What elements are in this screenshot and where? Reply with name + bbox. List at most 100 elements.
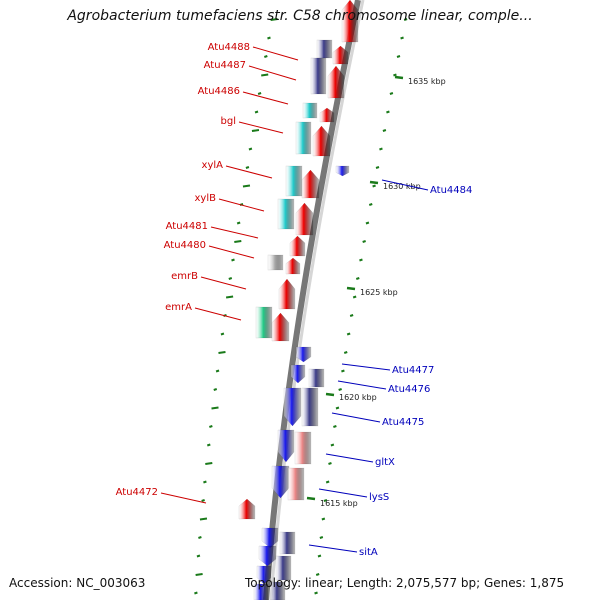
scale-tick [321, 517, 326, 521]
leader-line-bgl [238, 121, 284, 134]
scale-label: 1625 kbp [360, 288, 398, 297]
scale-tick [209, 425, 213, 428]
gene-forward-red [312, 125, 331, 157]
gene-box-navy [316, 39, 333, 59]
scale-label: 1630 kbp [383, 182, 421, 191]
gene-label-gltx[interactable]: gltX [375, 457, 395, 468]
scale-tick [314, 591, 318, 595]
gene-reverse-blue [283, 387, 302, 427]
scale-tick [198, 536, 202, 539]
gene-forward-red [332, 45, 349, 65]
scale-tick [359, 258, 363, 262]
scale-tick [343, 351, 348, 354]
scale-tick [325, 480, 330, 484]
gene-label-sita[interactable]: sitA [359, 547, 378, 558]
scale-tick [365, 221, 370, 225]
leader-line-atu4488 [252, 46, 299, 61]
genome-summary-text: Topology: linear; Length: 2,075,577 bp; … [245, 576, 565, 590]
scale-tick [323, 499, 328, 502]
scale-tick [206, 443, 211, 447]
gene-label-atu4480[interactable]: Atu4480 [164, 240, 206, 251]
leader-line-gltx [325, 453, 374, 463]
gene-box-navy [269, 581, 286, 600]
scale-tick [379, 147, 383, 151]
scale-tick [375, 166, 380, 169]
gene-label-emrb[interactable]: emrB [171, 271, 198, 282]
gene-label-atu4477[interactable]: Atu4477 [392, 365, 434, 376]
gene-label-atu4488[interactable]: Atu4488 [208, 42, 250, 53]
scale-tick [403, 18, 408, 21]
gene-label-xyla[interactable]: xylA [202, 160, 224, 171]
scale-tick [220, 332, 225, 336]
leader-line-atu4487 [248, 65, 297, 81]
gene-reverse-blue [261, 527, 279, 549]
gene-label-atu4487[interactable]: Atu4487 [204, 60, 246, 71]
scale-tick [368, 203, 373, 206]
scale-tick [382, 129, 387, 132]
leader-line-atu4475 [331, 412, 381, 423]
scale-tick [225, 295, 234, 299]
gene-box-blue [253, 583, 269, 600]
scale-tick [231, 258, 235, 262]
scale-tick [215, 369, 220, 373]
gene-label-emra[interactable]: emrA [165, 302, 192, 313]
scale-tick [349, 314, 354, 317]
leader-line-atu4486 [242, 91, 289, 105]
leader-line-emrb [200, 276, 247, 290]
gene-forward-red [238, 498, 256, 520]
scale-tick [267, 36, 271, 40]
gene-label-atu4472[interactable]: Atu4472 [116, 487, 158, 498]
accession-text: Accession: NC_003063 [9, 576, 146, 590]
scale-tick [352, 295, 357, 299]
scale-tick [372, 184, 376, 188]
scale-major-tick [394, 75, 404, 80]
gene-label-xylb[interactable]: xylB [195, 193, 217, 204]
gene-box-pink [287, 467, 305, 501]
scale-tick [251, 129, 260, 132]
scale-major-tick [346, 286, 356, 291]
scale-tick [270, 18, 278, 21]
scale-tick [315, 573, 320, 576]
scale-tick [389, 92, 394, 95]
scale-tick [203, 480, 207, 484]
gene-reverse-blue [295, 346, 312, 363]
gene-box-navy [310, 57, 327, 95]
gene-label-atu4486[interactable]: Atu4486 [198, 86, 240, 97]
scale-major-tick [325, 392, 335, 397]
gene-forward-red [341, 0, 359, 43]
leader-line-xyla [225, 165, 273, 179]
leader-line-sita [308, 544, 358, 553]
gene-forward-red [319, 107, 335, 123]
gene-label-atu4475[interactable]: Atu4475 [382, 417, 424, 428]
gene-reverse-blue [258, 545, 277, 567]
scale-major-tick [369, 180, 379, 185]
gene-reverse-blue [256, 565, 272, 585]
leader-line-atu4472 [160, 492, 207, 504]
scale-label: 1635 kbp [408, 77, 446, 86]
scale-tick [319, 536, 324, 539]
leader-line-lyss [318, 488, 368, 498]
chromosome-backbone-highlight [269, 0, 365, 600]
scale-tick [195, 573, 203, 576]
gene-label-atu4484[interactable]: Atu4484 [430, 185, 472, 196]
gene-box-cyan [295, 121, 312, 155]
scale-tick [341, 369, 345, 373]
gene-box-navy [308, 368, 325, 388]
gene-box-cyan [302, 102, 318, 119]
scale-tick [228, 277, 233, 280]
gene-box-navy [301, 387, 319, 427]
scale-tick [245, 166, 250, 169]
gene-label-bgl[interactable]: bgl [221, 116, 236, 127]
scale-tick [330, 443, 335, 447]
gene-label-atu4481[interactable]: Atu4481 [166, 221, 208, 232]
scale-tick [213, 388, 218, 391]
scale-tick [317, 554, 322, 558]
scale-tick [211, 406, 219, 410]
gene-label-lyss[interactable]: lysS [369, 492, 389, 503]
scale-tick [335, 406, 340, 410]
scale-major-tick [306, 496, 316, 501]
gene-label-atu4476[interactable]: Atu4476 [388, 384, 430, 395]
scale-label: 1615 kbp [320, 499, 358, 508]
